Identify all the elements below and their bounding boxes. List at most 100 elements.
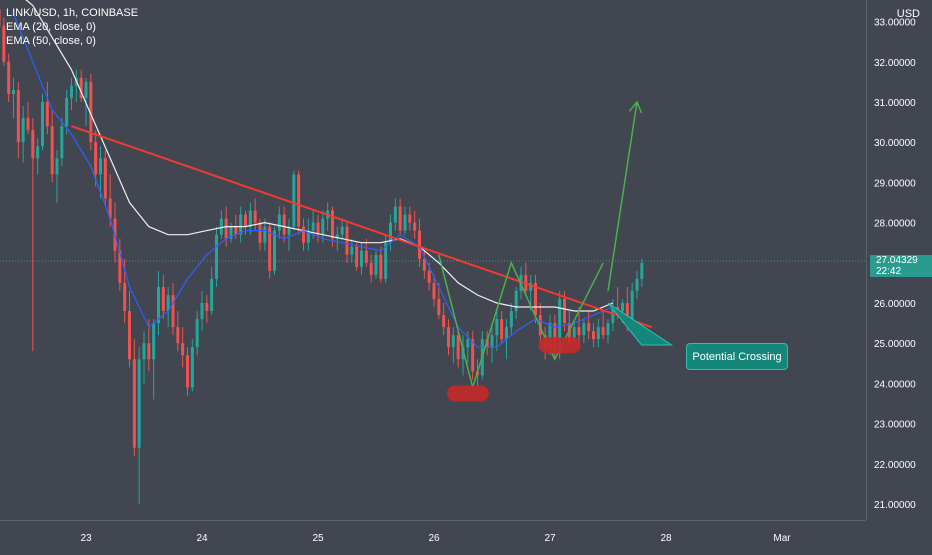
y-tick-label: 22.00000 <box>874 460 916 471</box>
ema50-line <box>25 0 614 312</box>
candle-up <box>490 335 494 348</box>
candle-down <box>577 327 581 336</box>
candle-down <box>422 258 426 271</box>
last-price-value: 27.04329 <box>876 255 918 267</box>
candle-up <box>514 290 518 312</box>
candle-down <box>364 250 368 263</box>
y-tick-label: 21.00000 <box>874 500 916 511</box>
candle-up <box>229 226 233 239</box>
candle-up <box>287 226 291 235</box>
candle-up <box>389 222 392 243</box>
candle-up <box>210 278 214 312</box>
candle-down <box>2 25 6 62</box>
candle-down <box>398 206 402 231</box>
y-tick-label: 31.00000 <box>874 98 916 109</box>
candle-down <box>79 77 83 98</box>
x-tick-label: 26 <box>428 533 440 544</box>
candle-up <box>360 250 363 267</box>
candle-up <box>321 218 325 235</box>
candle-up <box>630 290 634 324</box>
candle-down <box>534 282 537 316</box>
candle-up <box>152 323 156 360</box>
candle-down <box>0 9 1 26</box>
candle-up <box>393 206 397 223</box>
candle-down <box>181 343 185 356</box>
ema50-label[interactable]: EMA (50, close, 0) <box>6 35 96 47</box>
plot-area <box>0 0 866 504</box>
double-bottom-pattern <box>438 254 604 391</box>
candle-up <box>611 307 615 324</box>
candle-down <box>437 298 441 316</box>
candle-up <box>548 323 552 348</box>
candle-down <box>45 102 49 127</box>
candle-down <box>369 262 373 275</box>
candle-up <box>166 294 170 312</box>
x-tick-label: 28 <box>660 533 672 544</box>
y-tick-label: 28.00000 <box>874 219 916 230</box>
candle-down <box>89 81 93 143</box>
candle-up <box>277 214 281 231</box>
candle-down <box>442 315 446 328</box>
candle-up <box>195 319 199 348</box>
candle-up <box>374 254 378 275</box>
candle-down <box>625 303 629 324</box>
candle-down <box>601 327 605 336</box>
candle-up <box>621 303 624 312</box>
candle-down <box>447 327 450 348</box>
candle-up <box>529 282 533 291</box>
candle-down <box>297 174 301 227</box>
descending-trendline <box>71 125 652 329</box>
candle-down <box>587 323 591 332</box>
candle-up <box>505 327 508 340</box>
candle-up <box>606 323 610 336</box>
candle-up <box>509 311 513 328</box>
candle-down <box>234 226 238 235</box>
candle-up <box>190 347 194 388</box>
candle-down <box>379 254 383 279</box>
candle-up <box>55 158 59 175</box>
candle-down <box>500 319 504 340</box>
y-tick-label: 24.00000 <box>874 379 916 390</box>
y-tick-label: 26.00000 <box>874 299 916 310</box>
candle-up <box>466 339 470 348</box>
candle-down <box>302 226 305 243</box>
x-tick-label: 25 <box>312 533 324 544</box>
candle-up <box>248 210 252 227</box>
candle-up <box>451 335 455 348</box>
chart-legend: LINK/USD, 1h, COINBASE EMA (20, close, 0… <box>6 6 138 48</box>
candle-up <box>596 327 600 340</box>
candle-up <box>572 327 576 344</box>
candle-down <box>408 214 412 223</box>
currency-label: USD <box>896 8 920 20</box>
candle-down <box>471 339 475 372</box>
candle-up <box>215 234 218 279</box>
candle-down <box>258 222 262 243</box>
candle-up <box>36 146 40 159</box>
candle-up <box>137 359 141 448</box>
candle-down <box>123 282 127 312</box>
candle-up <box>340 226 344 235</box>
candle-up <box>558 298 562 352</box>
candle-up <box>41 102 44 147</box>
candle-down <box>563 298 566 324</box>
candle-down <box>176 327 180 344</box>
x-tick-label: Mar <box>773 533 791 544</box>
candle-down <box>268 226 272 271</box>
candle-down <box>31 130 35 159</box>
candle-up <box>311 222 315 231</box>
symbol-label[interactable]: LINK/USD, 1h, COINBASE <box>6 7 139 19</box>
candle-down <box>282 214 286 235</box>
candle-up <box>306 230 310 243</box>
candle-up <box>495 319 499 336</box>
ema20-label[interactable]: EMA (20, close, 0) <box>6 21 96 33</box>
y-tick-label: 33.00000 <box>874 18 916 29</box>
candle-down <box>224 218 228 239</box>
candle-up <box>635 278 639 291</box>
candle-down <box>592 331 595 340</box>
support-marker <box>446 385 489 402</box>
candle-up <box>219 218 223 235</box>
potential-crossing-callout: Potential Crossing <box>686 343 788 370</box>
candle-up <box>70 85 73 98</box>
